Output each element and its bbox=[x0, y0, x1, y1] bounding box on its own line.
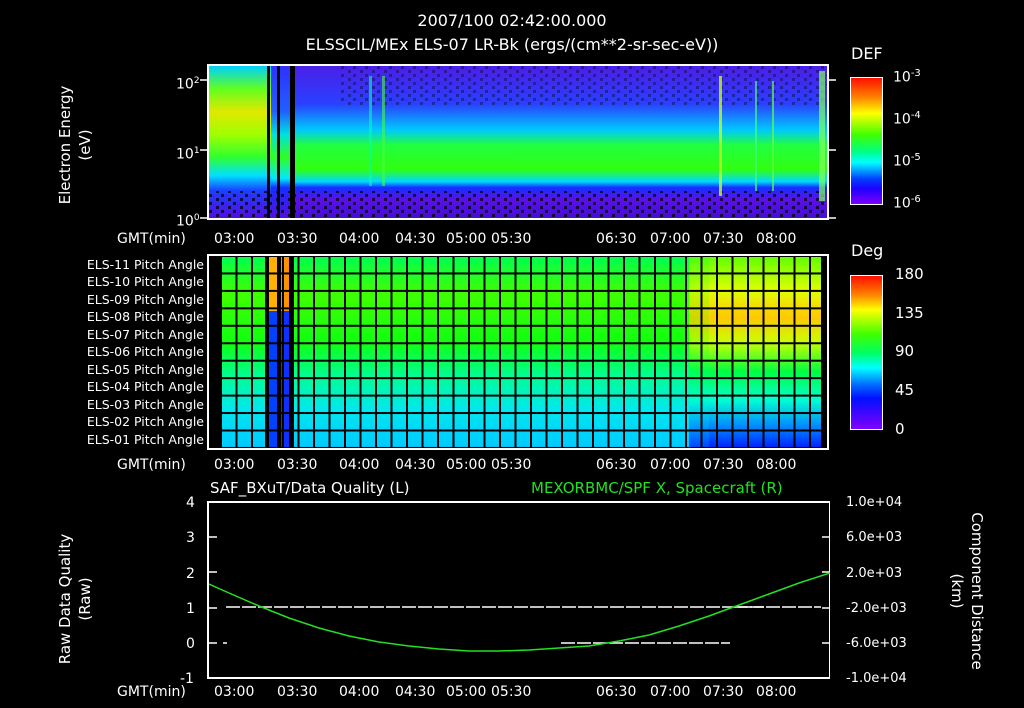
def-colorbar bbox=[850, 77, 883, 205]
energy-axis-unit: (eV) bbox=[76, 129, 94, 161]
quality-axis-unit: (Raw) bbox=[76, 577, 94, 621]
quality-distance-plot[interactable] bbox=[207, 501, 830, 679]
panel3-left-title: SAF_BXuT/Data Quality (L) bbox=[210, 479, 410, 497]
panel3-right-title: MEXORBMC/SPF X, Spacecraft (R) bbox=[531, 479, 783, 497]
energy-axis-label: Electron Energy bbox=[56, 85, 74, 205]
ytick-1e0: 100 bbox=[176, 213, 200, 230]
time-axis-label-2: GMT(min) bbox=[117, 457, 186, 473]
time-axis-label-3: GMT(min) bbox=[117, 684, 186, 700]
chart-timestamp: 2007/100 02:42:00.000 bbox=[417, 11, 607, 30]
energy-spectrogram[interactable] bbox=[207, 64, 829, 220]
ytick-1e1: 101 bbox=[176, 146, 200, 163]
time-axis-label: GMT(min) bbox=[117, 231, 186, 247]
deg-colorbar-title: Deg bbox=[851, 241, 884, 260]
distance-axis-unit: (km) bbox=[948, 573, 966, 609]
pitch-angle-heatmap[interactable] bbox=[207, 254, 829, 450]
distance-axis-label: Component Distance bbox=[968, 512, 986, 670]
quality-axis-label: Raw Data Quality bbox=[56, 533, 74, 665]
deg-colorbar bbox=[850, 275, 883, 430]
def-colorbar-title: DEF bbox=[851, 44, 883, 63]
ytick-1e2: 102 bbox=[176, 76, 200, 93]
chart-subtitle: ELSSCIL/MEx ELS-07 LR-Bk (ergs/(cm**2-sr… bbox=[305, 35, 719, 54]
